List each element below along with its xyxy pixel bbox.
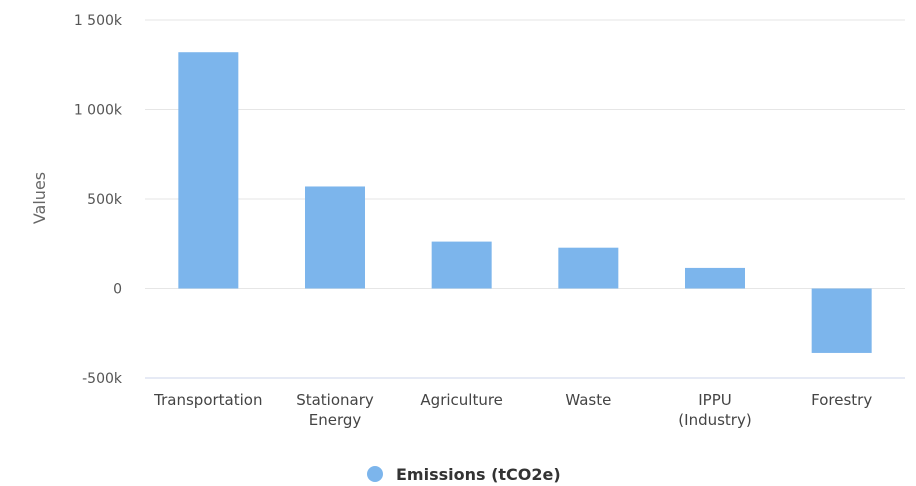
legend[interactable]: Emissions (tCO2e) — [367, 465, 561, 484]
bar[interactable] — [811, 288, 872, 353]
x-category-label-line: Agriculture — [420, 391, 503, 409]
x-category-label: IPPU (Industry) — [678, 391, 751, 429]
y-tick-label: 0 — [113, 282, 122, 298]
x-category-label-line: Waste — [565, 391, 611, 409]
x-category-label-line: Forestry — [811, 391, 872, 409]
y-tick-label: -500k — [82, 371, 123, 387]
y-tick-label: 1 500k — [74, 13, 123, 29]
x-category-label-line: (Industry) — [678, 411, 751, 429]
x-category-label-line: Stationary — [296, 391, 374, 409]
x-category-label-line: Transportation — [153, 391, 262, 409]
bar[interactable] — [685, 267, 745, 289]
y-tick-label: 1 000k — [74, 103, 123, 119]
bar[interactable] — [431, 241, 492, 289]
bars — [178, 52, 872, 353]
x-category-label: Stationary Energy — [296, 391, 374, 429]
x-category-label: Transportation — [153, 391, 262, 409]
y-axis-label: Values — [30, 172, 49, 224]
x-axis-categories: Transportation Stationary Energy Agricultur… — [153, 391, 872, 429]
bar[interactable] — [558, 247, 619, 289]
x-category-label: Forestry — [811, 391, 872, 409]
grid-lines — [145, 19, 905, 289]
legend-marker-icon[interactable] — [367, 466, 383, 482]
legend-label[interactable]: Emissions (tCO2e) — [396, 465, 561, 484]
y-tick-label: 500k — [87, 192, 123, 208]
x-category-label: Waste — [565, 391, 611, 409]
x-category-label-line: Energy — [309, 411, 362, 429]
bar[interactable] — [305, 186, 365, 289]
x-category-label: Agriculture — [420, 391, 503, 409]
y-axis-ticks: -500k 0 500k 1 000k 1 500k — [74, 13, 123, 387]
x-category-label-line: IPPU — [698, 391, 732, 409]
bar[interactable] — [178, 52, 239, 289]
